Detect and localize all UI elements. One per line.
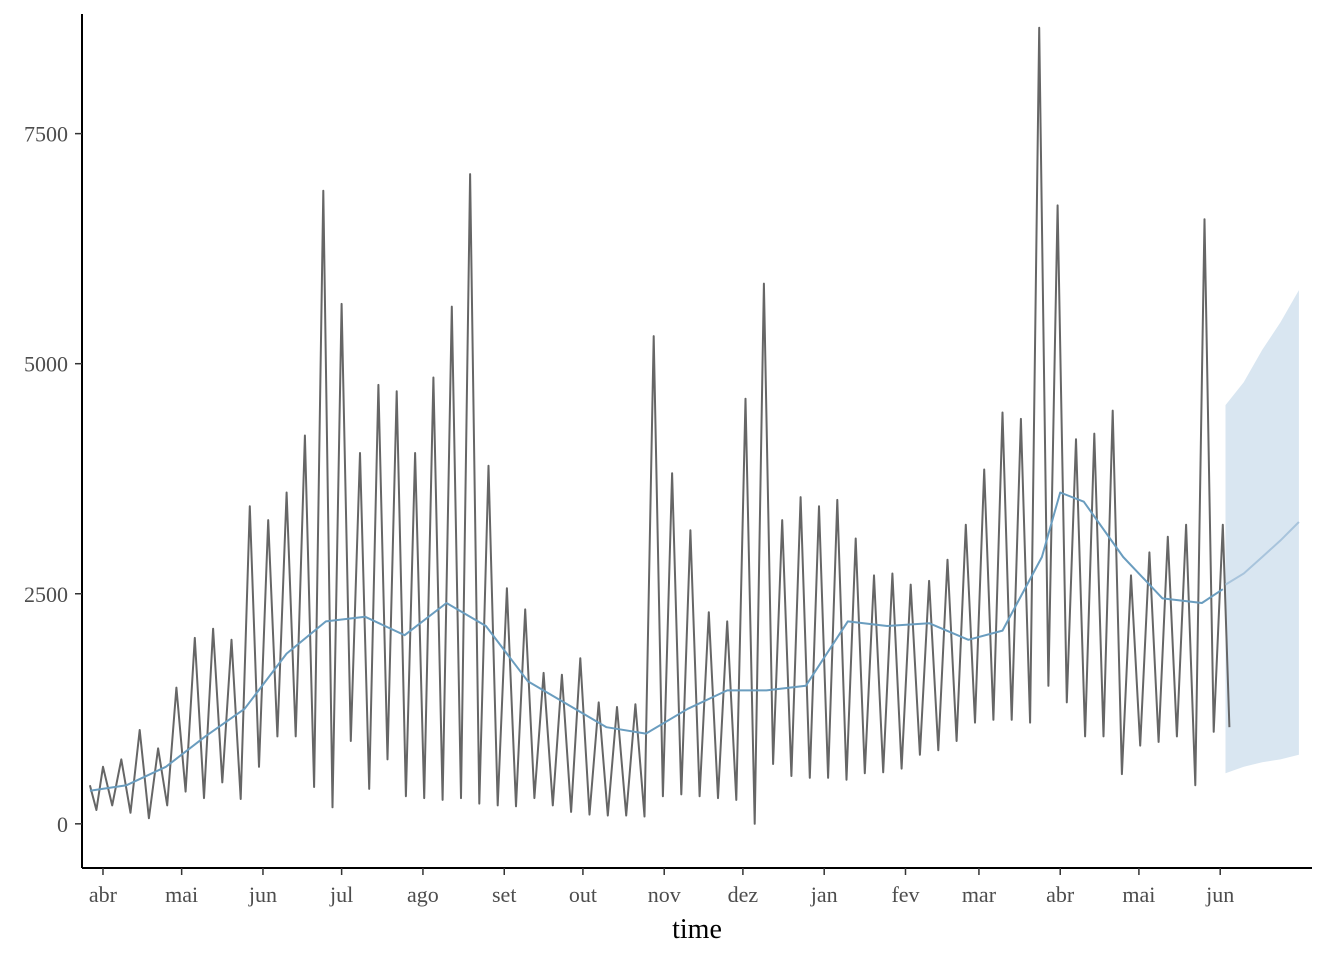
x-tick-label: jun bbox=[1205, 882, 1234, 907]
observed-series-line bbox=[88, 26, 1231, 825]
x-tick-label: out bbox=[569, 882, 597, 907]
forecast-interval-band-layer bbox=[1225, 290, 1299, 774]
x-tick-label: ago bbox=[407, 882, 439, 907]
fitted-series-line bbox=[89, 491, 1224, 792]
x-tick-label: mai bbox=[1122, 882, 1155, 907]
y-tick-label: 7500 bbox=[24, 122, 68, 147]
x-tick-label: jan bbox=[810, 882, 838, 907]
x-tick-label: mai bbox=[165, 882, 198, 907]
y-tick-label: 5000 bbox=[24, 352, 68, 377]
x-tick-label: mar bbox=[962, 882, 997, 907]
x-ticks: abr mai jun jul ago set out nov dez jan fev mar abr m… bbox=[89, 868, 1234, 907]
forecast-interval-band bbox=[1225, 290, 1299, 774]
x-axis-title: time bbox=[672, 914, 722, 945]
forecast-mean-line bbox=[1224, 521, 1300, 586]
x-tick-label: jul bbox=[329, 882, 353, 907]
x-tick-label: fev bbox=[891, 882, 919, 907]
x-tick-label: dez bbox=[728, 882, 759, 907]
x-tick-label: nov bbox=[648, 882, 681, 907]
y-tick-label: 2500 bbox=[24, 582, 68, 607]
axis-layer bbox=[81, 14, 1312, 869]
x-tick-label: jun bbox=[248, 882, 277, 907]
x-tick-label: abr bbox=[89, 882, 118, 907]
x-tick-label: set bbox=[492, 882, 516, 907]
series-layer bbox=[88, 26, 1300, 825]
y-ticks: 0 2500 5000 7500 bbox=[24, 122, 82, 837]
y-tick-label: 0 bbox=[57, 812, 68, 837]
x-tick-label: abr bbox=[1046, 882, 1075, 907]
